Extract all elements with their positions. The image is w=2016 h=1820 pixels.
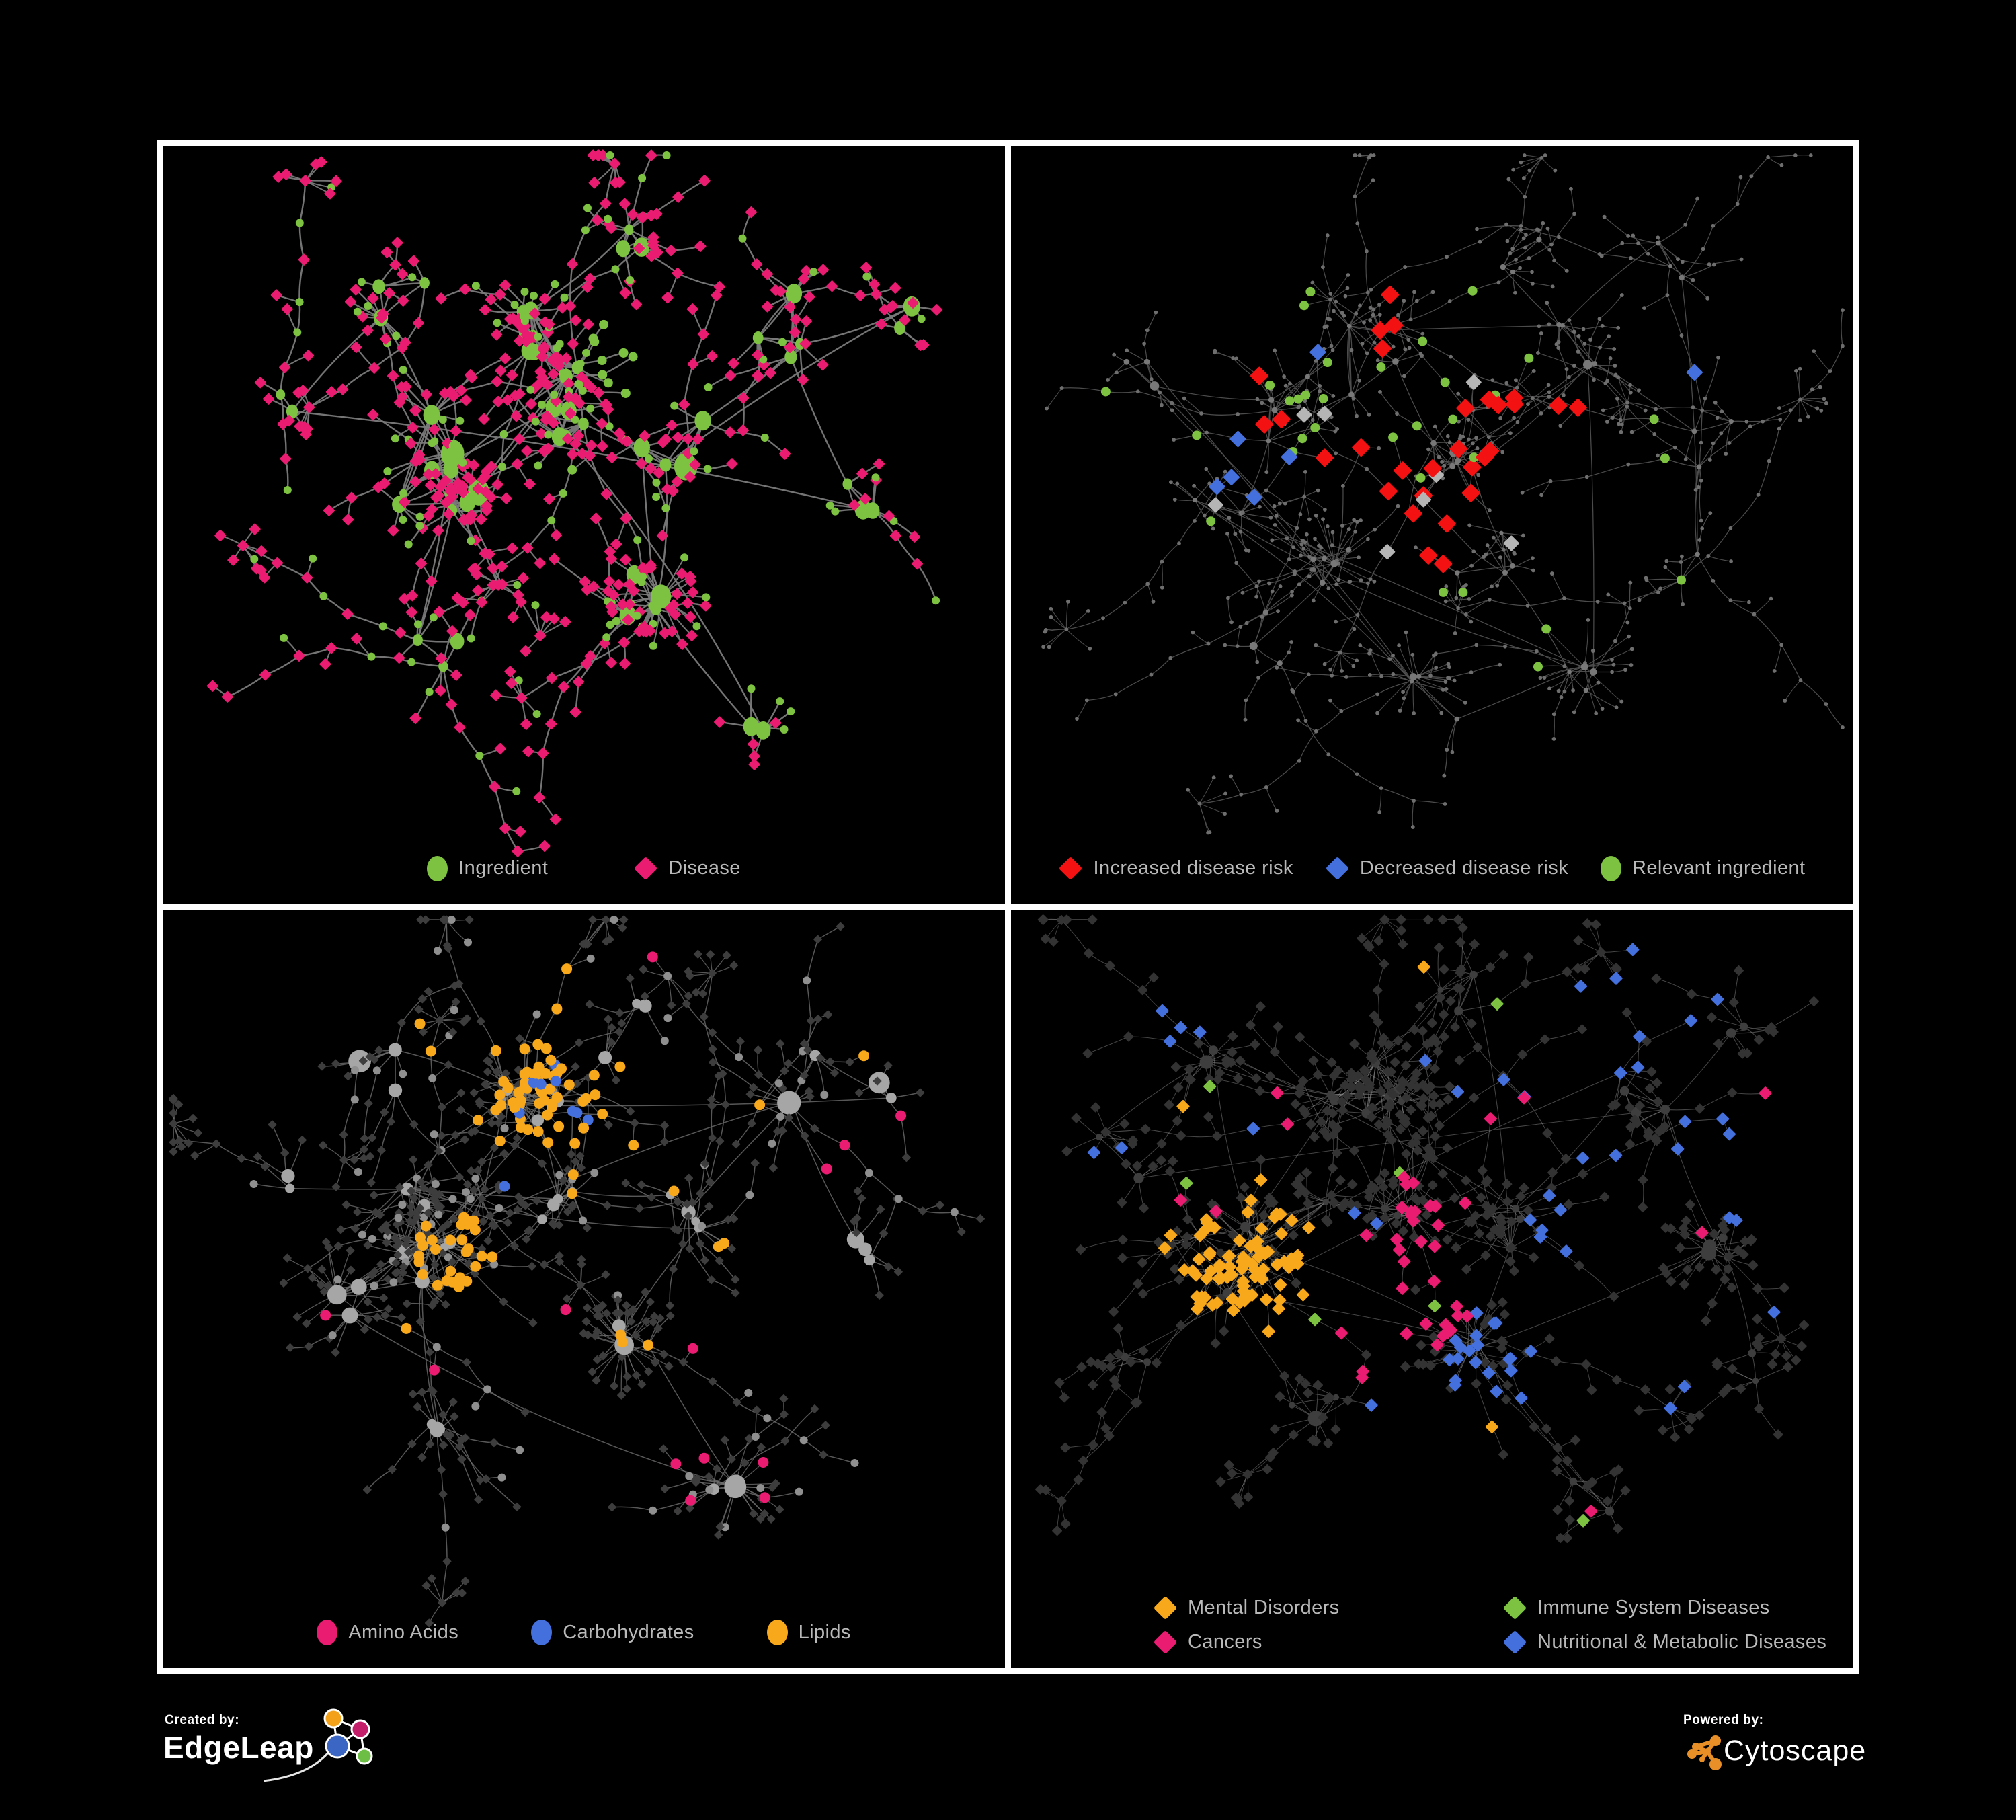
diamond-marker-icon [1502, 1595, 1527, 1620]
legend-item: Increased disease risk [1059, 856, 1293, 881]
panel-grid: Ingredient Disease Increased disease risk… [157, 140, 1859, 1674]
circle-marker-icon [1601, 855, 1622, 881]
legend-item: Cancers [1153, 1630, 1503, 1655]
legend-item: Relevant ingredient [1601, 855, 1806, 881]
legend-label: Amino Acids [348, 1621, 459, 1643]
diamond-marker-icon [1325, 856, 1349, 881]
edgeleap-brand-block: Created by: EdgeLeap [157, 1708, 533, 1815]
legend-ingredient-disease: Ingredient Disease [163, 855, 1005, 881]
legend-disease-classes: Mental Disorders Immune System Diseases Ca… [1153, 1595, 1827, 1655]
diamond-marker-icon [1059, 856, 1083, 881]
legend-item: Mental Disorders [1153, 1595, 1503, 1620]
created-by-label: Created by: [165, 1713, 240, 1727]
nutrient-class-network [169, 915, 985, 1627]
cytoscape-brand-block: Powered by: Cytoscape [1675, 1708, 1958, 1809]
cytoscape-wordmark: Cytoscape [1724, 1735, 1867, 1767]
legend-item: Lipids [766, 1620, 851, 1645]
panel-disease-classes: Mental Disorders Immune System Diseases Ca… [1011, 910, 1853, 1668]
circle-marker-icon [317, 1620, 338, 1645]
legend-label: Cancers [1188, 1631, 1262, 1653]
circle-marker-icon [531, 1620, 553, 1645]
legend-item: Amino Acids [317, 1620, 458, 1645]
legend-label: Ingredient [458, 857, 549, 879]
legend-item: Carbohydrates [531, 1620, 694, 1645]
cytoscape-logo-icon [1687, 1735, 1722, 1770]
diamond-marker-icon [634, 856, 658, 881]
legend-label: Decreased disease risk [1359, 857, 1569, 879]
circle-marker-icon [427, 855, 448, 881]
disease-class-network [1035, 914, 1819, 1543]
legend-label: Mental Disorders [1188, 1597, 1340, 1618]
legend-disease-risk: Increased disease risk Decreased disease … [1011, 855, 1853, 881]
circle-marker-icon [766, 1620, 788, 1645]
edgeleap-logo-icon [264, 1708, 373, 1782]
ingredient-disease-network [206, 149, 943, 857]
legend-item: Immune System Diseases [1502, 1595, 1826, 1620]
legend-label: Carbohydrates [563, 1621, 694, 1643]
powered-by-label: Powered by: [1683, 1713, 1764, 1727]
panel-disease-risk: Increased disease risk Decreased disease … [1011, 146, 1853, 904]
legend-item: Decreased disease risk [1325, 856, 1569, 881]
legend-item: Disease [634, 856, 741, 881]
legend-label: Disease [668, 857, 741, 879]
legend-item: Ingredient [427, 855, 549, 881]
legend-item: Nutritional & Metabolic Diseases [1502, 1630, 1827, 1655]
diamond-marker-icon [1153, 1595, 1178, 1620]
legend-label: Lipids [798, 1621, 851, 1643]
legend-label: Increased disease risk [1093, 857, 1293, 879]
legend-nutrient-classes: Amino Acids Carbohydrates Lipids [163, 1620, 1005, 1645]
legend-label: Immune System Diseases [1537, 1597, 1770, 1618]
panel-ingredient-disease: Ingredient Disease [163, 146, 1005, 904]
legend-label: Relevant ingredient [1632, 857, 1806, 879]
panel-nutrient-classes: Amino Acids Carbohydrates Lipids [163, 910, 1005, 1668]
diamond-marker-icon [1502, 1630, 1527, 1655]
disease-risk-network [1041, 153, 1845, 835]
edgeleap-wordmark: EdgeLeap [163, 1730, 314, 1765]
legend-label: Nutritional & Metabolic Diseases [1537, 1631, 1827, 1653]
diamond-marker-icon [1153, 1630, 1178, 1655]
